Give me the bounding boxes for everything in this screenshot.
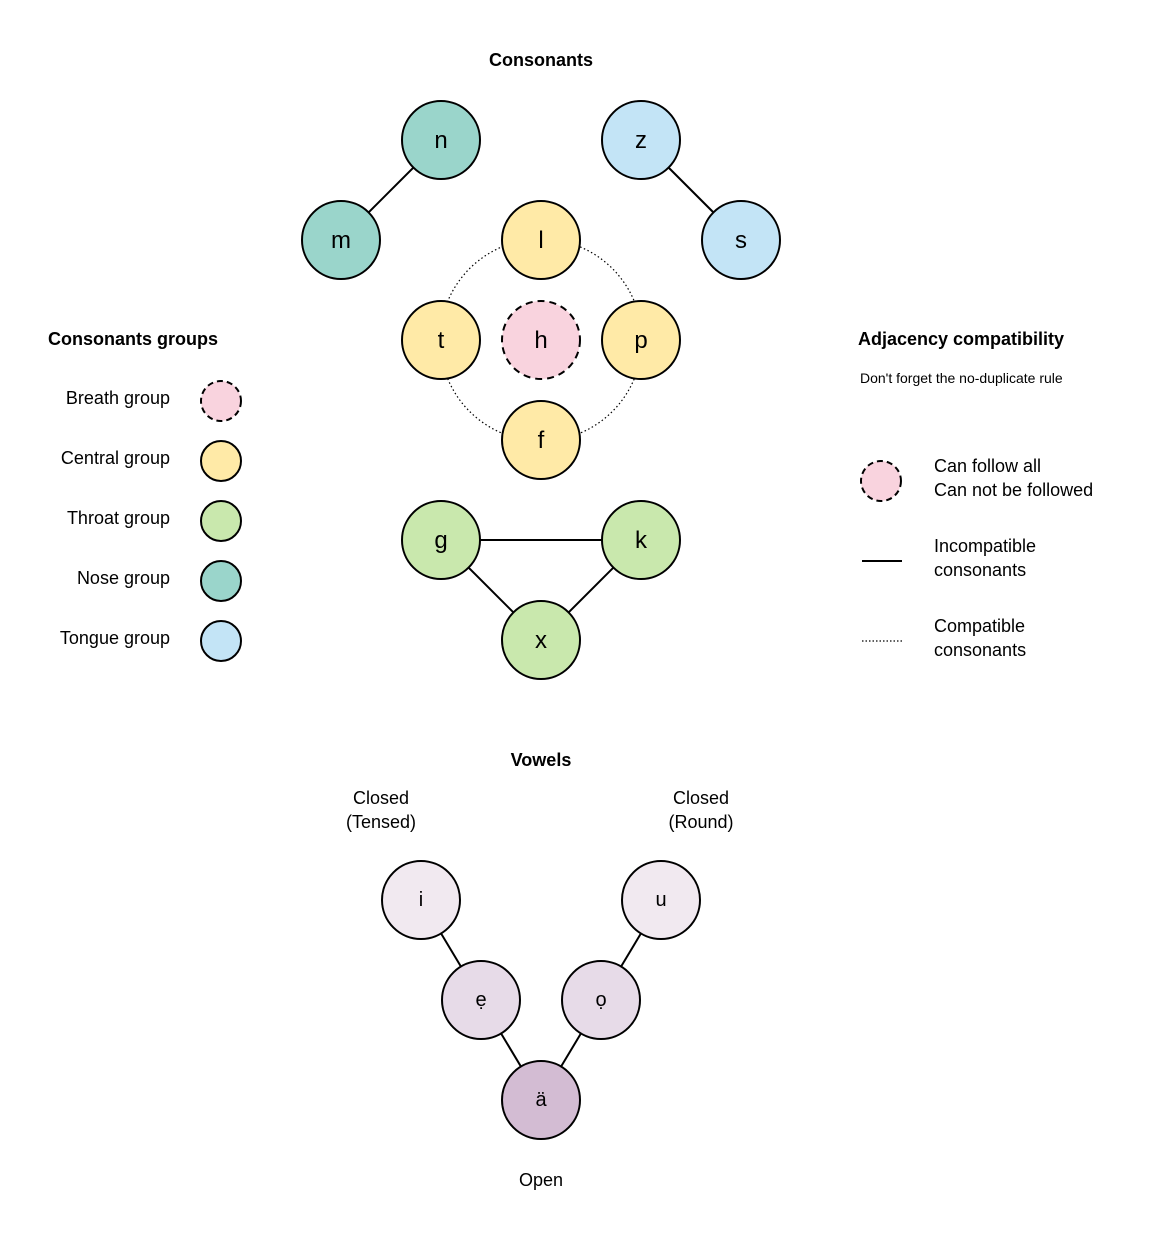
vowel-label: i: [419, 889, 423, 911]
groups-legend-label: Throat group: [67, 508, 170, 528]
consonant-node-l: l: [501, 200, 581, 280]
consonant-circle: [501, 400, 581, 480]
groups-legend-swatch: [200, 620, 242, 662]
vowel-label: ä: [535, 1089, 547, 1111]
vowel-label: u: [655, 889, 666, 911]
groups-legend-label: Nose group: [77, 568, 170, 588]
legend-can-not-be-followed: Can not be followed: [934, 480, 1093, 500]
consonant-node-p: p: [601, 300, 681, 380]
groups-legend-swatch: [200, 440, 242, 482]
legend-compatible-2: consonants: [934, 640, 1026, 660]
vowel-node-a: ä: [501, 1060, 581, 1140]
consonant-circle: [601, 500, 681, 580]
consonant-label: m: [331, 227, 351, 254]
groups-legend-swatch: [200, 500, 242, 542]
consonant-circle: [701, 200, 781, 280]
consonant-circle: [301, 200, 381, 280]
consonant-node-g: g: [401, 500, 481, 580]
groups-legend-item-nose: Nose group: [77, 560, 242, 602]
consonant-circle: [401, 500, 481, 580]
consonant-node-s: s: [701, 200, 781, 280]
vowel-node-e: ẹ: [441, 960, 521, 1040]
adjacency-legend-title: Adjacency compatibility: [858, 329, 1064, 349]
groups-legend-item-tongue: Tongue group: [60, 620, 242, 662]
groups-legend-item-throat: Throat group: [67, 500, 242, 542]
vowel-label-left-2: (Tensed): [346, 812, 416, 832]
consonant-label: x: [535, 627, 547, 654]
consonant-node-h: h: [501, 300, 581, 380]
vowel-label-bottom: Open: [519, 1170, 563, 1190]
vowel-circle: [621, 860, 701, 940]
consonant-label: s: [735, 227, 747, 254]
groups-legend-title: Consonants groups: [48, 329, 218, 349]
consonant-circle: [401, 300, 481, 380]
consonant-circle: [501, 300, 581, 380]
vowel-label: ẹ: [475, 989, 486, 1011]
vowel-circle: [441, 960, 521, 1040]
legend-can-follow-all: Can follow all: [934, 456, 1041, 476]
vowel-circle: [381, 860, 461, 940]
vowel-node-u: u: [621, 860, 701, 940]
groups-legend-label: Tongue group: [60, 628, 170, 648]
consonant-circle: [601, 100, 681, 180]
vowel-node-i: i: [381, 860, 461, 940]
consonant-circle: [601, 300, 681, 380]
legend-incompatible-2: consonants: [934, 560, 1026, 580]
consonant-circle: [501, 200, 581, 280]
consonant-label: f: [538, 427, 545, 454]
vowel-label: ọ: [595, 989, 606, 1011]
groups-legend-label: Breath group: [66, 388, 170, 408]
vowel-label-right-2: (Round): [668, 812, 733, 832]
vowel-label-left-1: Closed: [353, 788, 409, 808]
consonant-label: n: [434, 127, 447, 154]
consonant-node-m: m: [301, 200, 381, 280]
consonant-node-x: x: [501, 600, 581, 680]
consonant-label: h: [534, 327, 547, 354]
groups-legend-label: Central group: [61, 448, 170, 468]
consonant-node-k: k: [601, 500, 681, 580]
legend-incompatible-1: Incompatible: [934, 536, 1036, 556]
consonant-label: p: [634, 327, 647, 354]
vowel-label-right-1: Closed: [673, 788, 729, 808]
consonant-node-f: f: [501, 400, 581, 480]
consonant-label: g: [434, 527, 447, 554]
consonant-circle: [401, 100, 481, 180]
vowels-title: Vowels: [511, 750, 572, 770]
groups-legend-item-central: Central group: [61, 440, 242, 482]
consonant-node-t: t: [401, 300, 481, 380]
groups-legend-item-breath: Breath group: [66, 380, 242, 422]
consonant-circle: [501, 600, 581, 680]
adjacency-legend-note: Don't forget the no-duplicate rule: [860, 370, 1063, 386]
consonant-label: k: [635, 527, 648, 554]
groups-legend-swatch: [200, 560, 242, 602]
consonant-label: z: [635, 127, 647, 154]
consonants-title: Consonants: [489, 50, 593, 70]
groups-legend-swatch: [200, 380, 242, 422]
consonant-label: l: [538, 227, 543, 254]
consonant-node-z: z: [601, 100, 681, 180]
legend-compatible-1: Compatible: [934, 616, 1025, 636]
vowel-circle: [501, 1060, 581, 1140]
consonant-label: t: [438, 327, 445, 354]
vowel-node-o: ọ: [561, 960, 641, 1040]
vowel-circle: [561, 960, 641, 1040]
consonant-node-n: n: [401, 100, 481, 180]
legend-dashed-circle: [860, 460, 902, 502]
